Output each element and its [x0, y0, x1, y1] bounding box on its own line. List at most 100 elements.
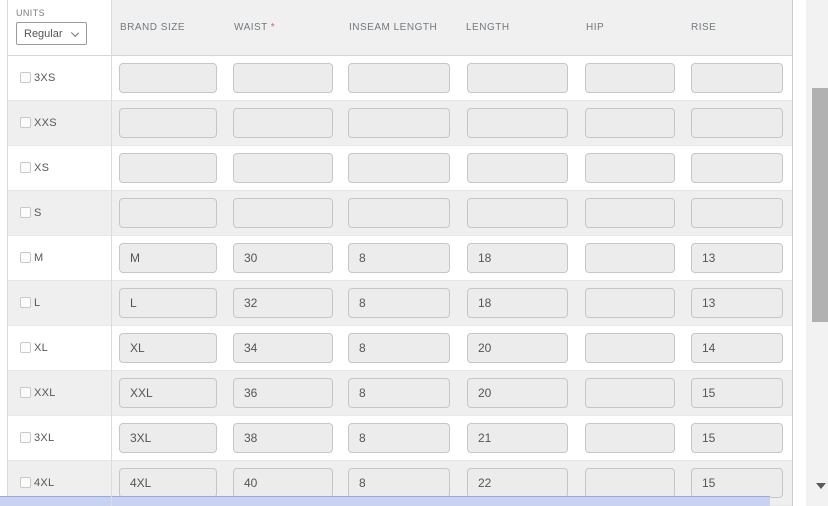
inseam-length-input-xl[interactable]	[348, 333, 450, 363]
inseam-length-input-3xl[interactable]	[348, 423, 450, 453]
brand-size-input-s[interactable]	[119, 198, 217, 228]
length-input-3xl[interactable]	[467, 423, 568, 453]
size-row-xs: XS	[8, 146, 792, 191]
size-checkbox-xl[interactable]	[20, 342, 31, 353]
rise-input-xs[interactable]	[691, 153, 783, 183]
inseam-length-input-s[interactable]	[348, 198, 450, 228]
size-label: XS	[34, 162, 50, 174]
brand-size-input-4xl[interactable]	[119, 468, 217, 498]
rise-input-4xl[interactable]	[691, 468, 783, 498]
waist-input-m[interactable]	[233, 243, 333, 273]
required-asterisk: *	[270, 22, 276, 33]
hip-input-m[interactable]	[585, 243, 675, 273]
rise-input-s[interactable]	[691, 198, 783, 228]
hip-input-xxs[interactable]	[585, 108, 675, 138]
label-column-divider	[111, 0, 112, 506]
waist-input-xxs[interactable]	[233, 108, 333, 138]
length-input-3xs[interactable]	[467, 63, 568, 93]
size-checkbox-3xs[interactable]	[20, 72, 31, 83]
rise-input-xl[interactable]	[691, 333, 783, 363]
table-header-row: UNITS Regular BRAND SIZE WAIST * INSEAM LEN…	[8, 0, 792, 56]
size-label: S	[34, 207, 42, 219]
waist-input-xs[interactable]	[233, 153, 333, 183]
length-input-xl[interactable]	[467, 333, 568, 363]
brand-size-input-xxs[interactable]	[119, 108, 217, 138]
brand-size-input-xs[interactable]	[119, 153, 217, 183]
inseam-length-input-xxl[interactable]	[348, 378, 450, 408]
brand-size-input-xxl[interactable]	[119, 378, 217, 408]
hip-input-3xs[interactable]	[585, 63, 675, 93]
vertical-scrollbar-thumb[interactable]	[812, 88, 828, 322]
hip-input-3xl[interactable]	[585, 423, 675, 453]
size-row-xxl: XXL	[8, 371, 792, 416]
column-header-label: BRAND SIZE	[120, 22, 186, 33]
waist-input-l[interactable]	[233, 288, 333, 318]
length-input-m[interactable]	[467, 243, 568, 273]
size-row-4xl: 4XL	[8, 461, 792, 506]
column-header-label: RISE	[691, 22, 717, 33]
hip-input-xs[interactable]	[585, 153, 675, 183]
length-input-xxl[interactable]	[467, 378, 568, 408]
waist-input-xxl[interactable]	[233, 378, 333, 408]
hip-input-s[interactable]	[585, 198, 675, 228]
column-header-brand-size: BRAND SIZE	[120, 0, 185, 55]
column-header-label: LENGTH	[466, 22, 510, 33]
length-input-l[interactable]	[467, 288, 568, 318]
size-checkbox-4xl[interactable]	[20, 477, 31, 488]
waist-input-3xs[interactable]	[233, 63, 333, 93]
rise-input-xxl[interactable]	[691, 378, 783, 408]
inseam-length-input-xxs[interactable]	[348, 108, 450, 138]
rise-input-m[interactable]	[691, 243, 783, 273]
length-input-s[interactable]	[467, 198, 568, 228]
length-input-xs[interactable]	[467, 153, 568, 183]
size-label: XXS	[34, 117, 57, 129]
column-header-waist: WAIST *	[234, 0, 275, 55]
rise-input-3xs[interactable]	[691, 63, 783, 93]
brand-size-input-3xl[interactable]	[119, 423, 217, 453]
brand-size-input-l[interactable]	[119, 288, 217, 318]
size-row-m: M	[8, 236, 792, 281]
inseam-length-input-m[interactable]	[348, 243, 450, 273]
brand-size-input-xl[interactable]	[119, 333, 217, 363]
size-checkbox-xs[interactable]	[20, 162, 31, 173]
length-input-xxs[interactable]	[467, 108, 568, 138]
column-header-rise: RISE	[691, 0, 716, 55]
chevron-down-icon	[70, 28, 80, 38]
brand-size-input-3xs[interactable]	[119, 63, 217, 93]
size-chart-table: UNITS Regular BRAND SIZE WAIST * INSEAM LEN…	[7, 0, 793, 506]
size-label: M	[34, 252, 44, 264]
size-checkbox-xxs[interactable]	[20, 117, 31, 128]
size-label: 3XL	[34, 432, 55, 444]
size-checkbox-l[interactable]	[20, 297, 31, 308]
size-row-3xl: 3XL	[8, 416, 792, 461]
hip-input-l[interactable]	[585, 288, 675, 318]
waist-input-3xl[interactable]	[233, 423, 333, 453]
column-header-hip: HIP	[586, 0, 604, 55]
waist-input-xl[interactable]	[233, 333, 333, 363]
inseam-length-input-4xl[interactable]	[348, 468, 450, 498]
hip-input-xxl[interactable]	[585, 378, 675, 408]
size-checkbox-s[interactable]	[20, 207, 31, 218]
inseam-length-input-l[interactable]	[348, 288, 450, 318]
brand-size-input-m[interactable]	[119, 243, 217, 273]
inseam-length-input-xs[interactable]	[348, 153, 450, 183]
hip-input-4xl[interactable]	[585, 468, 675, 498]
size-label: 3XS	[34, 72, 56, 84]
hip-input-xl[interactable]	[585, 333, 675, 363]
rise-input-xxs[interactable]	[691, 108, 783, 138]
scroll-down-arrow-icon[interactable]	[816, 483, 826, 489]
size-checkbox-m[interactable]	[20, 252, 31, 263]
length-input-4xl[interactable]	[467, 468, 568, 498]
rise-input-l[interactable]	[691, 288, 783, 318]
rise-input-3xl[interactable]	[691, 423, 783, 453]
size-checkbox-3xl[interactable]	[20, 432, 31, 443]
inseam-length-input-3xs[interactable]	[348, 63, 450, 93]
column-header-label: WAIST	[234, 22, 268, 33]
column-header-length: LENGTH	[466, 0, 510, 55]
size-label: L	[34, 297, 41, 309]
waist-input-s[interactable]	[233, 198, 333, 228]
horizontal-scrollbar-thumb[interactable]	[0, 496, 770, 506]
waist-input-4xl[interactable]	[233, 468, 333, 498]
units-dropdown[interactable]: Regular	[16, 22, 87, 45]
size-checkbox-xxl[interactable]	[20, 387, 31, 398]
